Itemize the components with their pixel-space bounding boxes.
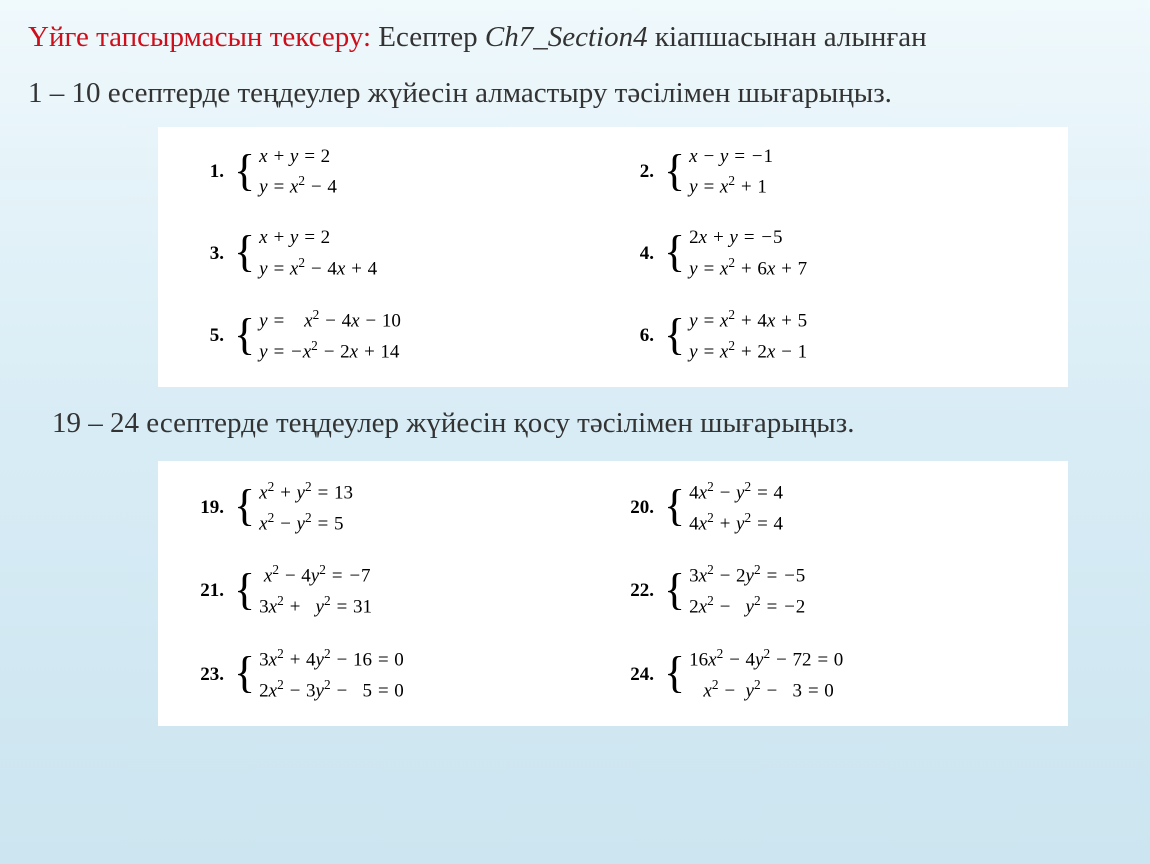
problem-number: 3.: [198, 243, 224, 265]
problem-row: 21. { x2 − 4y2 = −7 3x2 + y2 = 31 22. { …: [198, 560, 1028, 622]
equation: x − y = −1: [689, 143, 773, 172]
equation-system: x + y = 2 y = x2 − 4: [259, 143, 337, 202]
equation-system: 3x2 + 4y2 − 16 = 0 2x2 − 3y2 − 5 = 0: [259, 644, 404, 706]
page-content: Үйге тапсырмасын тексеру: Есептер Ch7_Se…: [0, 0, 1150, 744]
equation: 3x2 + 4y2 − 16 = 0: [259, 644, 404, 675]
brace-icon: {: [664, 653, 685, 693]
problem-row: 5. { y = x2 − 4x − 10 y = −x2 − 2x + 14 …: [198, 305, 1028, 367]
instruction-1: 1 – 10 есептерде теңдеулер жүйесін алмас…: [28, 75, 1122, 113]
equation-system: x2 + y2 = 13 x2 − y2 = 5: [259, 477, 353, 539]
problem-number: 24.: [628, 664, 654, 686]
brace-icon: {: [664, 315, 685, 355]
equation: 3x2 + y2 = 31: [259, 591, 372, 622]
problem-3: 3. { x + y = 2 y = x2 − 4x + 4: [198, 224, 628, 283]
problem-20: 20. { 4x2 − y2 = 4 4x2 + y2 = 4: [628, 477, 783, 539]
brace-icon: {: [664, 151, 685, 191]
problem-number: 19.: [198, 497, 224, 519]
equation: 2x + y = −5: [689, 224, 807, 253]
problem-row: 23. { 3x2 + 4y2 − 16 = 0 2x2 − 3y2 − 5 =…: [198, 644, 1028, 706]
brace-icon: {: [234, 653, 255, 693]
problem-23: 23. { 3x2 + 4y2 − 16 = 0 2x2 − 3y2 − 5 =…: [198, 644, 628, 706]
equation-system: 3x2 − 2y2 = −5 2x2 − y2 = −2: [689, 560, 805, 622]
problem-row: 3. { x + y = 2 y = x2 − 4x + 4 4. { 2x +…: [198, 224, 1028, 283]
problem-row: 19. { x2 + y2 = 13 x2 − y2 = 5 20. { 4x2…: [198, 477, 1028, 539]
equation: 3x2 − 2y2 = −5: [689, 560, 805, 591]
brace-icon: {: [664, 486, 685, 526]
brace-icon: {: [234, 232, 255, 272]
problem-2: 2. { x − y = −1 y = x2 + 1: [628, 143, 773, 202]
problem-number: 22.: [628, 580, 654, 602]
title: Үйге тапсырмасын тексеру: Есептер Ch7_Se…: [28, 18, 1122, 57]
equation: 4x2 − y2 = 4: [689, 477, 783, 508]
problem-number: 20.: [628, 497, 654, 519]
equation: 2x2 − y2 = −2: [689, 591, 805, 622]
problem-number: 23.: [198, 664, 224, 686]
equation: 2x2 − 3y2 − 5 = 0: [259, 675, 404, 706]
problem-number: 4.: [628, 243, 654, 265]
equation: 4x2 + y2 = 4: [689, 508, 783, 539]
equation: x + y = 2: [259, 224, 377, 253]
problem-row: 1. { x + y = 2 y = x2 − 4 2. { x − y = −…: [198, 143, 1028, 202]
equation-system: y = x2 − 4x − 10 y = −x2 − 2x + 14: [259, 305, 401, 367]
brace-icon: {: [664, 570, 685, 610]
problem-4: 4. { 2x + y = −5 y = x2 + 6x + 7: [628, 224, 807, 283]
brace-icon: {: [234, 315, 255, 355]
equation-system: 16x2 − 4y2 − 72 = 0 x2 − y2 − 3 = 0: [689, 644, 843, 706]
equation: y = x2 − 4x + 4: [259, 253, 377, 284]
equation: y = x2 + 1: [689, 171, 773, 202]
equation-system: x + y = 2 y = x2 − 4x + 4: [259, 224, 377, 283]
problem-number: 2.: [628, 161, 654, 183]
problem-21: 21. { x2 − 4y2 = −7 3x2 + y2 = 31: [198, 560, 628, 622]
problem-number: 5.: [198, 325, 224, 347]
instruction-2: 19 – 24 есептерде теңдеулер жүйесін қосу…: [52, 405, 1122, 443]
equation: y = x2 + 4x + 5: [689, 305, 807, 336]
problem-19: 19. { x2 + y2 = 13 x2 − y2 = 5: [198, 477, 628, 539]
equation: x2 + y2 = 13: [259, 477, 353, 508]
problem-number: 6.: [628, 325, 654, 347]
problem-number: 1.: [198, 161, 224, 183]
brace-icon: {: [234, 486, 255, 526]
equation: x + y = 2: [259, 143, 337, 172]
problem-5: 5. { y = x2 − 4x − 10 y = −x2 − 2x + 14: [198, 305, 628, 367]
equation: x2 − y2 − 3 = 0: [689, 675, 843, 706]
title-italic: Ch7_Section4: [485, 21, 648, 53]
equation-system: x2 − 4y2 = −7 3x2 + y2 = 31: [259, 560, 372, 622]
equation: y = x2 − 4x − 10: [259, 305, 401, 336]
equation: x2 − y2 = 5: [259, 508, 353, 539]
equation: y = x2 − 4: [259, 171, 337, 202]
brace-icon: {: [664, 232, 685, 272]
equation: y = x2 + 6x + 7: [689, 253, 807, 284]
problem-1: 1. { x + y = 2 y = x2 − 4: [198, 143, 628, 202]
problems-block-1: 1. { x + y = 2 y = x2 − 4 2. { x − y = −…: [158, 127, 1068, 387]
problems-block-2: 19. { x2 + y2 = 13 x2 − y2 = 5 20. { 4x2…: [158, 461, 1068, 726]
equation: y = x2 + 2x − 1: [689, 336, 807, 367]
equation: 16x2 − 4y2 − 72 = 0: [689, 644, 843, 675]
problem-number: 21.: [198, 580, 224, 602]
problem-24: 24. { 16x2 − 4y2 − 72 = 0 x2 − y2 − 3 = …: [628, 644, 843, 706]
brace-icon: {: [234, 151, 255, 191]
problem-6: 6. { y = x2 + 4x + 5 y = x2 + 2x − 1: [628, 305, 807, 367]
brace-icon: {: [234, 570, 255, 610]
title-black1: Есептер: [371, 21, 485, 53]
problem-22: 22. { 3x2 − 2y2 = −5 2x2 − y2 = −2: [628, 560, 805, 622]
title-black2: кіапшасынан алынған: [648, 21, 927, 53]
equation: y = −x2 − 2x + 14: [259, 336, 401, 367]
equation-system: 4x2 − y2 = 4 4x2 + y2 = 4: [689, 477, 783, 539]
title-red: Үйге тапсырмасын тексеру:: [28, 21, 371, 53]
equation-system: x − y = −1 y = x2 + 1: [689, 143, 773, 202]
equation-system: 2x + y = −5 y = x2 + 6x + 7: [689, 224, 807, 283]
equation-system: y = x2 + 4x + 5 y = x2 + 2x − 1: [689, 305, 807, 367]
equation: x2 − 4y2 = −7: [259, 560, 372, 591]
